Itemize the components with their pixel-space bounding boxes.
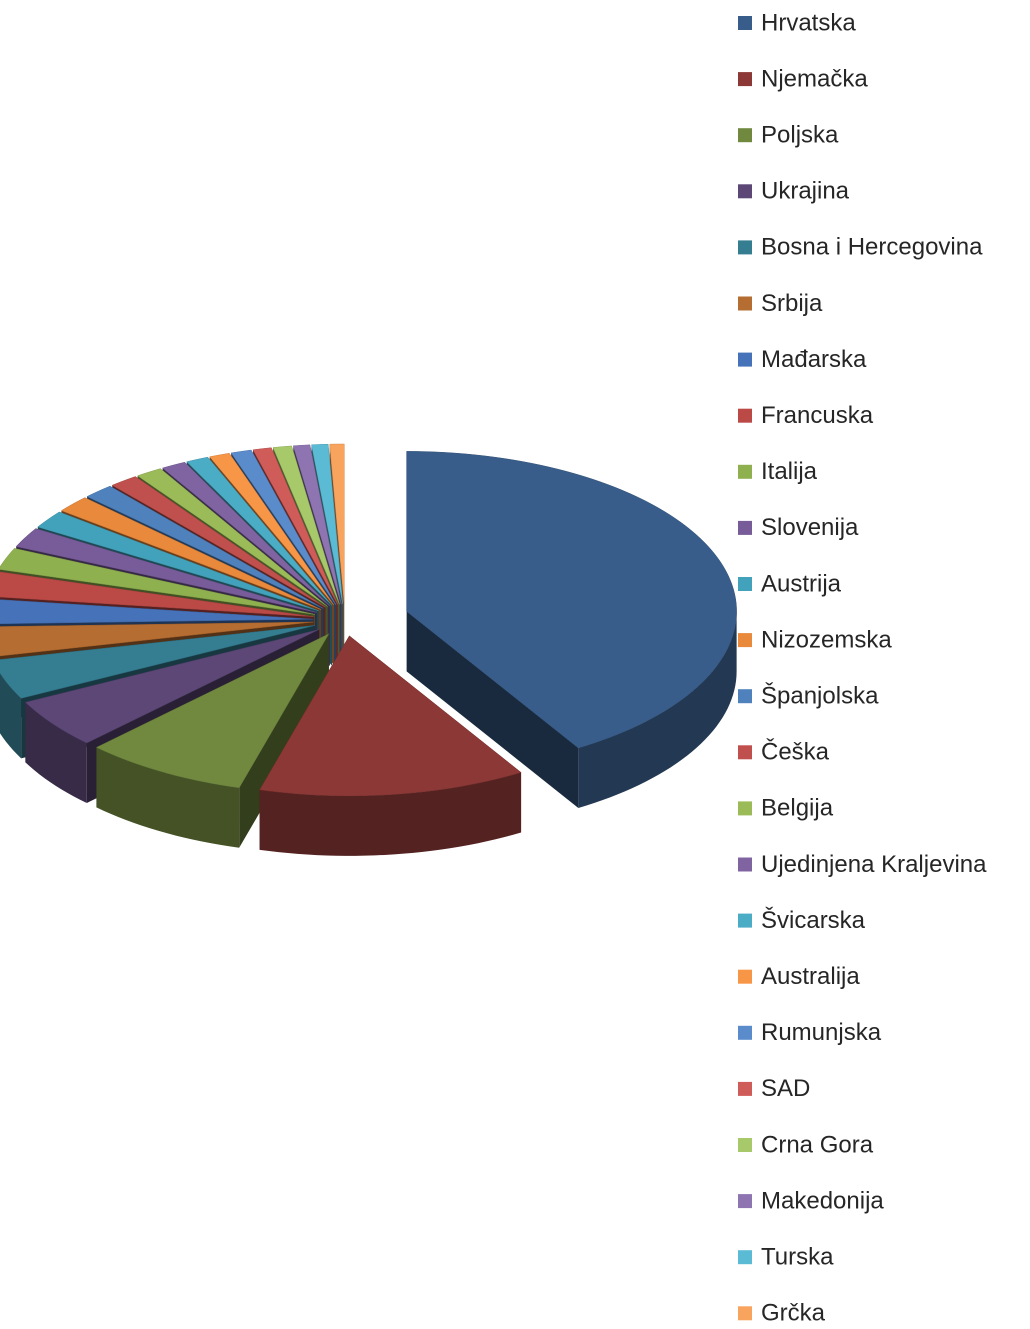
- legend-swatch: [738, 633, 752, 648]
- slice: [272, 445, 340, 605]
- legend-label: Švicarska: [761, 906, 866, 934]
- legend-label: Češka: [761, 738, 830, 766]
- slice: [406, 451, 737, 749]
- legend-label: Makedonija: [761, 1187, 884, 1214]
- legend-label: Nizozemska: [761, 626, 892, 653]
- legend-label: Bosna i Hercegovina: [761, 234, 983, 261]
- slice: [292, 444, 342, 605]
- legend-swatch: [738, 1081, 752, 1096]
- legend-label: Mađarska: [761, 346, 867, 373]
- legend-swatch: [738, 1194, 752, 1209]
- slice-outer-wall: [96, 747, 240, 848]
- legend-label: Ukrajina: [761, 178, 850, 205]
- slice: [0, 571, 314, 617]
- legend-swatch: [738, 352, 752, 367]
- slice: [329, 443, 345, 605]
- legend-label: Poljska: [761, 122, 839, 149]
- legend-label: Grčka: [761, 1300, 826, 1327]
- legend-swatch: [738, 577, 752, 591]
- slice-group: [406, 451, 737, 808]
- legend-swatch: [738, 408, 752, 423]
- legend-label: Njemačka: [761, 65, 868, 92]
- legend-swatch: [738, 296, 752, 311]
- legend-swatch: [738, 240, 752, 255]
- legend-label: Srbija: [761, 290, 823, 317]
- slice: [0, 621, 314, 657]
- legend-label: Crna Gora: [761, 1131, 874, 1158]
- legend-label: Hrvatska: [761, 9, 856, 36]
- slice: [311, 443, 344, 605]
- legend-label: Španjolska: [761, 682, 879, 710]
- legend-swatch: [738, 184, 752, 199]
- slice: [259, 635, 522, 797]
- slice: [95, 633, 330, 789]
- legend-swatch: [738, 520, 752, 535]
- legend-label: Francuska: [761, 402, 874, 429]
- legend-swatch: [738, 72, 752, 87]
- slice: [0, 625, 315, 699]
- legend-label: Australija: [761, 963, 860, 990]
- slice: [37, 511, 319, 612]
- slice: [0, 599, 314, 625]
- legend-swatch: [738, 1306, 752, 1321]
- legend-swatch: [738, 1025, 752, 1040]
- legend-swatch: [738, 128, 752, 143]
- legend-label: Slovenija: [761, 514, 859, 541]
- legend-swatch: [738, 745, 752, 760]
- legend-label: SAD: [761, 1075, 810, 1102]
- slice-side-wall: [406, 611, 579, 808]
- legend-swatch: [738, 801, 752, 816]
- legend-swatch: [738, 969, 752, 984]
- slice: [186, 456, 333, 606]
- slice: [60, 497, 322, 610]
- slice: [252, 447, 338, 605]
- slice: [0, 548, 316, 615]
- legend-swatch: [738, 1138, 752, 1152]
- slice-outer-wall: [25, 702, 87, 804]
- legend-label: Turska: [761, 1244, 834, 1271]
- legend-swatch: [738, 913, 752, 928]
- legend-swatch: [738, 16, 752, 30]
- slice-group: [259, 635, 522, 856]
- legend-label: Rumunjska: [761, 1019, 882, 1046]
- slice: [137, 468, 328, 607]
- legend-label: Austrija: [761, 570, 842, 597]
- slice: [86, 485, 324, 609]
- legend-swatch: [738, 464, 752, 479]
- legend-swatch: [738, 689, 752, 704]
- slice: [162, 461, 331, 607]
- legend-swatch: [738, 857, 752, 872]
- slice: [15, 528, 317, 613]
- slice: [111, 476, 326, 608]
- slice: [24, 629, 320, 744]
- slice-outer-wall: [259, 772, 522, 856]
- slice: [209, 452, 335, 606]
- slice: [230, 449, 337, 605]
- legend-label: Belgija: [761, 795, 834, 822]
- legend-label: Ujedinjena Kraljevina: [761, 851, 987, 878]
- slice-outer-wall: [0, 673, 22, 759]
- legend-swatch: [738, 1250, 752, 1265]
- slice-outer-wall: [578, 611, 737, 808]
- legend-label: Italija: [761, 458, 818, 485]
